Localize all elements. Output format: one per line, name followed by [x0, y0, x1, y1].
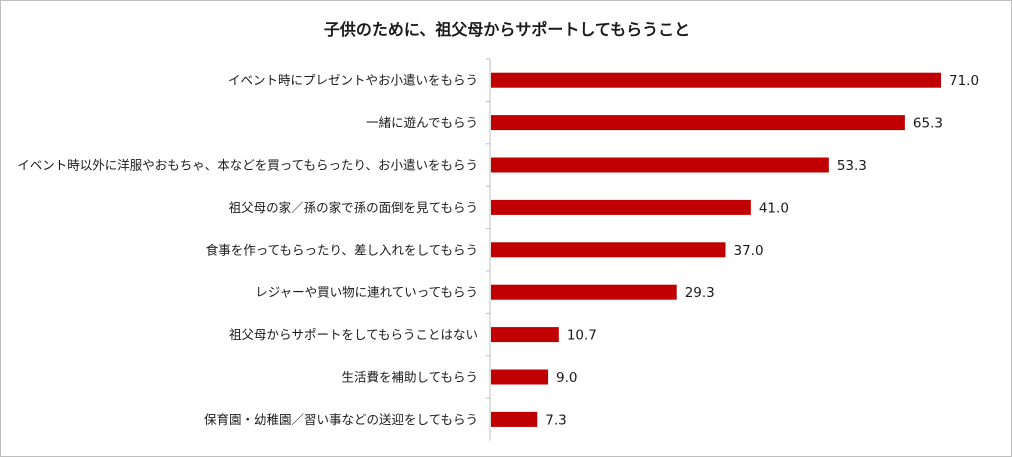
category-label: 祖父母からサポートをしてもらうことはない [229, 327, 478, 342]
value-label: 29.3 [685, 285, 715, 301]
value-label: 10.7 [567, 328, 597, 344]
value-label: 71.0 [949, 73, 979, 89]
category-label: 生活費を補助してもらう [341, 370, 478, 385]
category-label: イベント時以外に洋服やおもちゃ、本などを買ってもらったり、お小遣いをもらう [17, 158, 478, 173]
bar [491, 115, 905, 131]
category-label: レジャーや買い物に連れていってもらう [255, 285, 478, 300]
value-label: 53.3 [837, 158, 867, 174]
value-label: 7.3 [545, 412, 566, 428]
bars-group: イベント時にプレゼントやお小遣いをもらう 71.0 一緒に遊んでもらう 65.3 イベン… [17, 58, 979, 441]
bar [491, 411, 538, 427]
value-label: 37.0 [734, 243, 764, 259]
bar [491, 327, 559, 343]
bar [491, 369, 549, 385]
bar [491, 242, 726, 258]
bar [491, 72, 941, 88]
bar [491, 199, 751, 215]
value-label: 9.0 [556, 370, 577, 386]
category-label: 食事を作ってもらったり、差し入れをしてもらう [206, 242, 478, 257]
category-label: 祖父母の家／孫の家で孫の面倒を見てもらう [229, 200, 478, 215]
category-label: 保育園・幼稚園／習い事などの送迎をしてもらう [204, 412, 478, 427]
category-label: 一緒に遊んでもらう [366, 115, 478, 130]
bar [491, 284, 677, 300]
bar [491, 157, 829, 173]
chart-title: 子供のために、祖父母からサポートしてもらうこと [324, 20, 690, 39]
value-label: 65.3 [913, 116, 943, 132]
value-label: 41.0 [759, 200, 789, 216]
category-label: イベント時にプレゼントやお小遣いをもらう [228, 73, 478, 88]
